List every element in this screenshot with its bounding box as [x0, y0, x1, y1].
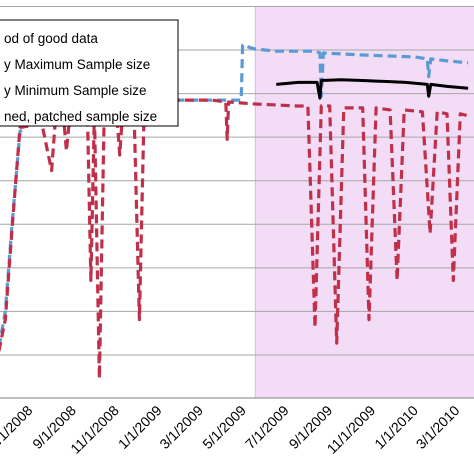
x-tick-label: 3/1/2010 — [413, 402, 463, 452]
series-layer — [0, 43, 469, 380]
x-tick-label: 3/1/2009 — [156, 402, 206, 452]
legend-entry-text: y Minimum Sample size — [4, 83, 147, 98]
x-tick-labels-layer: 7/1/20089/1/200811/1/20081/1/20093/1/200… — [0, 402, 463, 457]
legend-entry-text: od of good data — [4, 31, 98, 46]
legend-box — [0, 19, 179, 127]
x-tick-label: 7/1/2009 — [242, 402, 292, 452]
legend: od of good data y Maximum Sample size y Mi… — [0, 19, 179, 127]
series-line-1 — [0, 43, 469, 348]
legend-entry-text: y Maximum Sample size — [4, 57, 150, 72]
series-line-3 — [276, 78, 469, 100]
x-tick-label: 1/1/2009 — [115, 402, 165, 452]
legend-entry-text: ned, patched sample size — [4, 109, 157, 124]
x-tick-label: 7/1/2008 — [0, 402, 36, 452]
x-tick-label: 5/1/2009 — [199, 402, 249, 452]
x-tick-label: 1/1/2010 — [371, 402, 421, 452]
